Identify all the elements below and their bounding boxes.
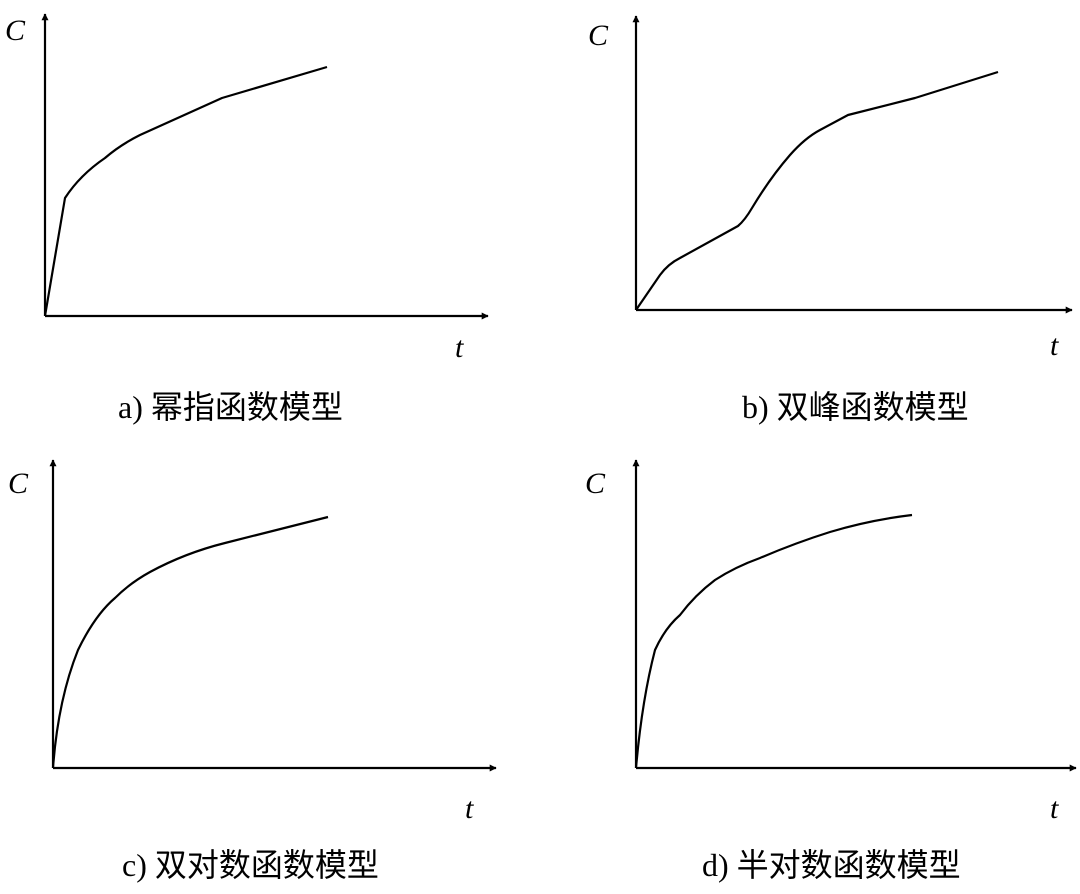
panel-a: C t a) 幂指函数模型	[5, 13, 489, 425]
caption: c) 双对数函数模型	[122, 847, 379, 883]
curve-double-peak	[635, 70, 999, 311]
y-axis-label: C	[588, 19, 609, 52]
panel-c: C t c) 双对数函数模型	[8, 459, 497, 883]
y-axis-label: C	[585, 467, 606, 500]
caption: b) 双峰函数模型	[742, 389, 969, 425]
x-axis-label: t	[455, 331, 464, 364]
panel-b: C t b) 双峰函数模型	[588, 15, 1073, 425]
caption: d) 半对数函数模型	[702, 847, 961, 883]
x-axis-label: t	[465, 792, 474, 825]
panel-d: C t d) 半对数函数模型	[585, 459, 1077, 883]
x-axis-label: t	[1050, 792, 1059, 825]
curve-power-exponential	[43, 65, 328, 317]
caption: a) 幂指函数模型	[118, 389, 343, 425]
y-axis-label: C	[8, 467, 29, 500]
x-axis-label: t	[1050, 329, 1059, 362]
curve-double-log	[51, 515, 329, 769]
curve-semi-log	[634, 513, 913, 769]
y-axis-label: C	[5, 14, 26, 47]
